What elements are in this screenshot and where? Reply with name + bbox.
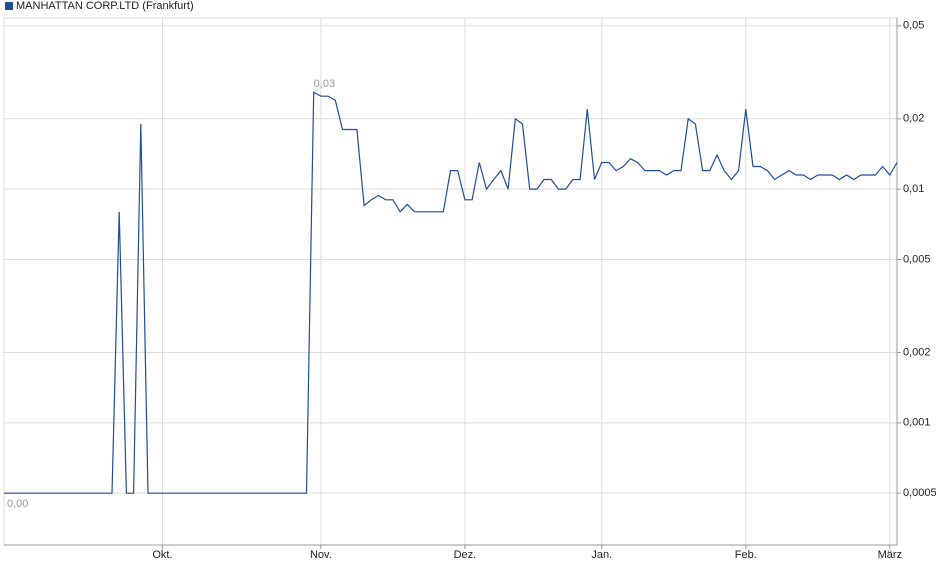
x-tick-label: Jan.: [591, 549, 612, 561]
x-tick-label: Dez.: [454, 549, 477, 561]
y-tick-label: 0,002: [903, 346, 931, 358]
y-tick-label: 0,01: [903, 183, 924, 195]
y-tick-label: 0,001: [903, 417, 931, 429]
plot-area: [3, 17, 898, 546]
value-label: 0,00: [7, 498, 28, 510]
legend-label: MANHATTAN CORP.LTD (Frankfurt): [16, 0, 194, 12]
price-line: [4, 91, 898, 494]
x-tick-label: Nov.: [310, 549, 332, 561]
y-tick-label: 0,0005: [903, 487, 937, 499]
legend-swatch: [5, 2, 13, 10]
y-tick-label: 0,05: [903, 20, 924, 32]
y-tick-label: 0,02: [903, 113, 924, 125]
x-tick-label: Okt.: [152, 549, 172, 561]
x-tick-label: Feb.: [735, 549, 757, 561]
y-tick-label: 0,005: [903, 253, 931, 265]
value-label: 0,03: [314, 78, 335, 90]
x-tick-label: März: [878, 549, 902, 561]
